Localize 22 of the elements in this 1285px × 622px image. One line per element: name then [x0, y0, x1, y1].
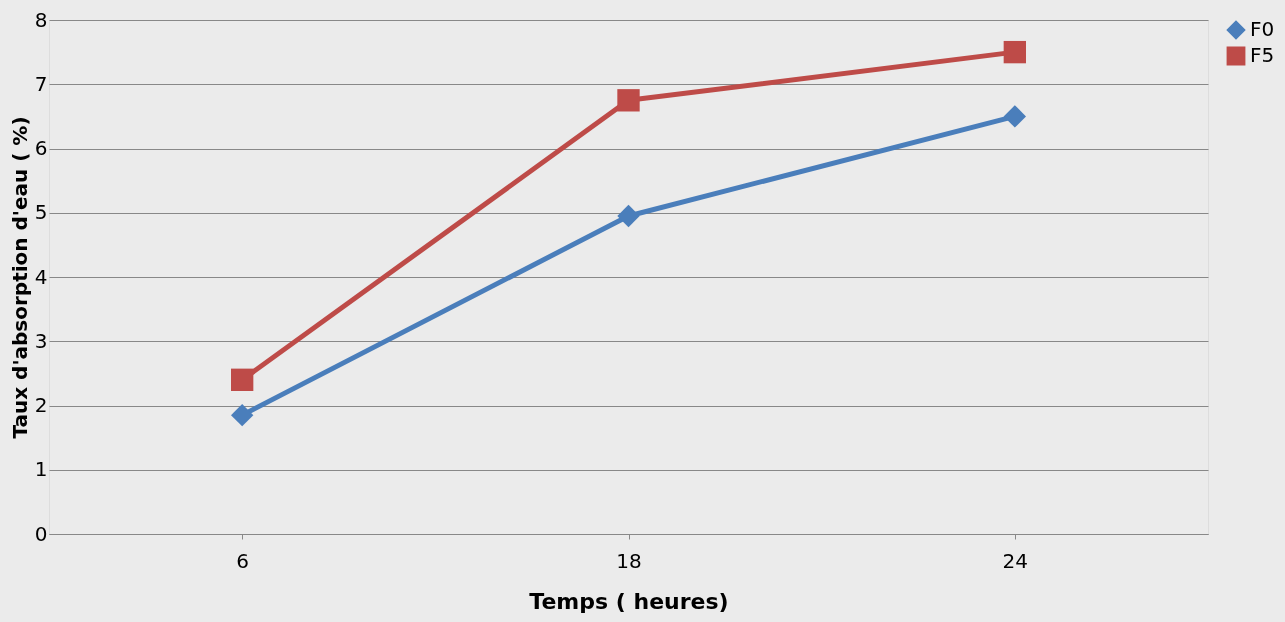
y-tick-label: 7 [34, 71, 48, 96]
x-tick-label: 24 [1002, 548, 1029, 573]
legend-label: F0 [1250, 17, 1275, 41]
x-tick-label: 6 [236, 548, 250, 573]
point [1003, 40, 1027, 64]
y-tick-label: 4 [34, 264, 48, 289]
y-tick-label: 6 [34, 136, 48, 160]
point [230, 368, 254, 391]
y-tick-label: 0 [34, 521, 48, 546]
y-axis-title: Taux d'absorption d'eau ( %) [7, 116, 32, 439]
point [617, 89, 640, 112]
y-tick-label: 8 [34, 7, 48, 32]
point [617, 204, 640, 228]
legend-label: F5 [1250, 43, 1275, 67]
y-tick-label: 2 [34, 393, 48, 417]
x-tick-label: 18 [616, 548, 642, 573]
y-tick-label: 5 [34, 200, 48, 225]
point [230, 403, 254, 427]
y-tick-label: 3 [34, 328, 48, 353]
point [1003, 105, 1027, 128]
x-axis-title: Temps ( heures) [529, 588, 729, 614]
y-tick-label: 1 [34, 457, 48, 482]
